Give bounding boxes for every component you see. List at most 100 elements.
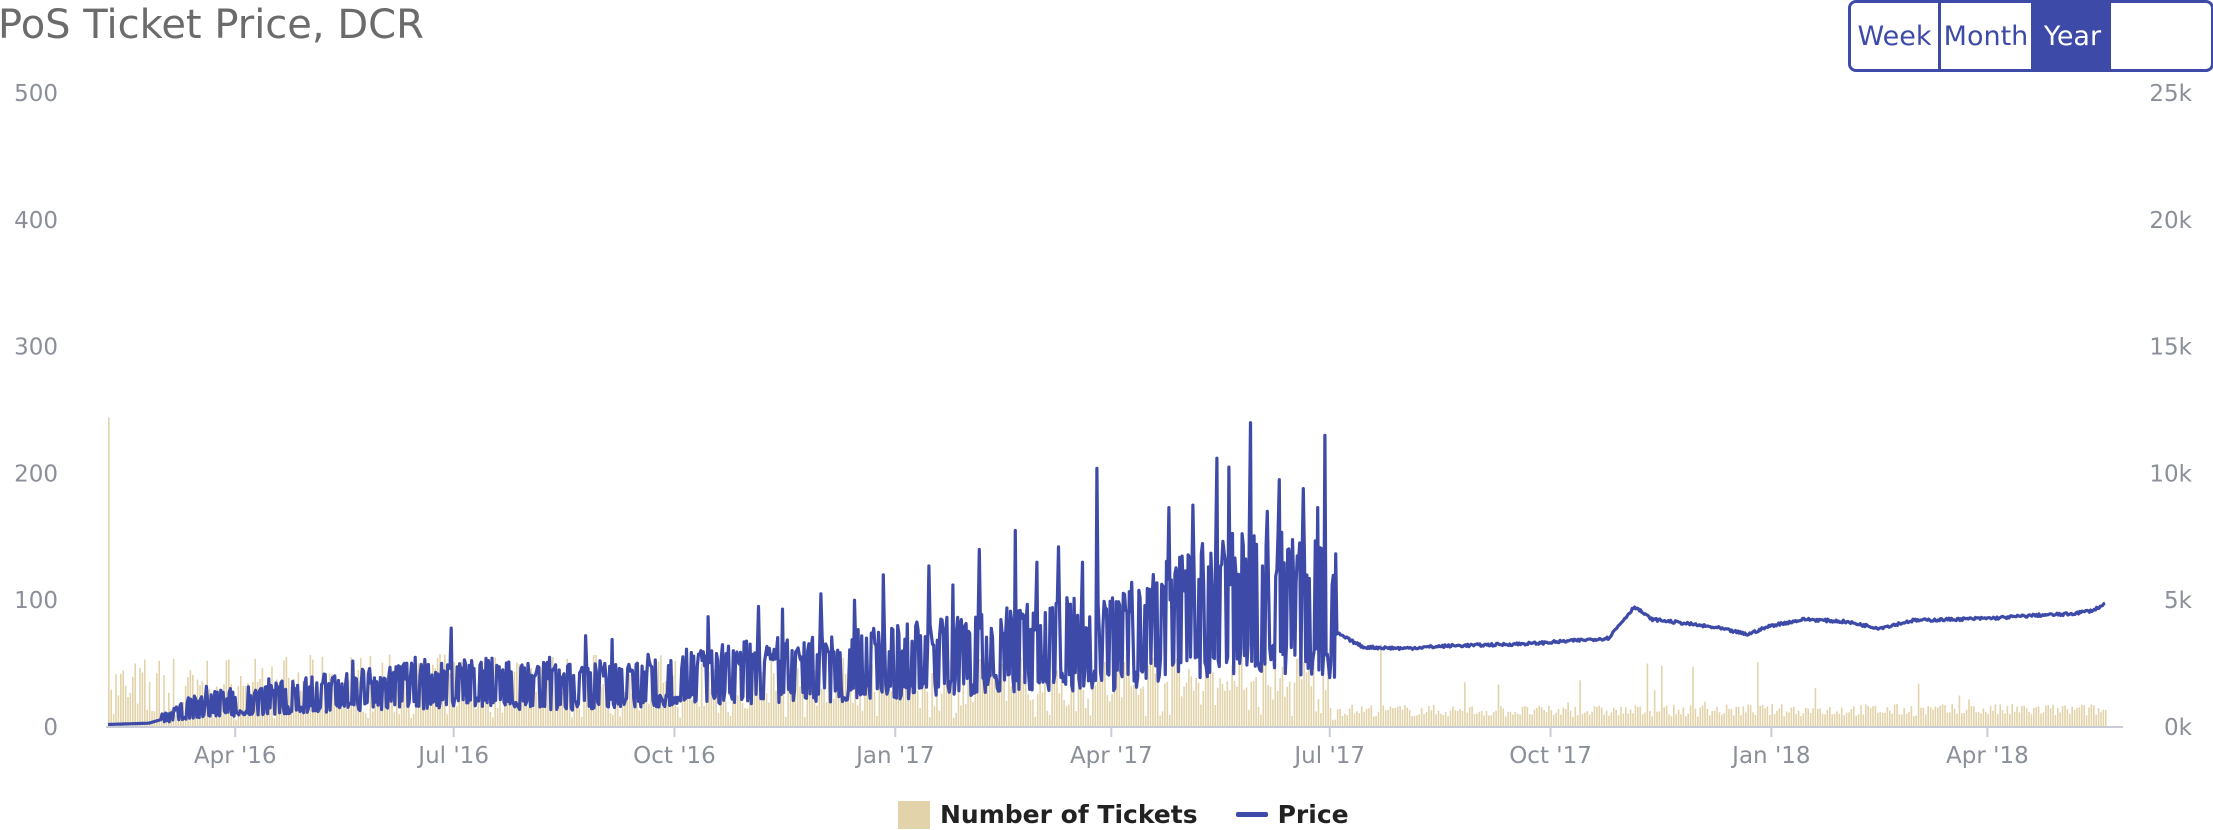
ticket-bar bbox=[1706, 708, 1709, 727]
ticket-bar bbox=[907, 699, 909, 727]
ticket-bar bbox=[1152, 657, 1154, 727]
ticket-bar bbox=[1881, 712, 1884, 727]
ticket-bar bbox=[1608, 715, 1610, 727]
ticket-bar bbox=[696, 699, 698, 727]
ticket-bar bbox=[1572, 716, 1574, 727]
ticket-bar bbox=[374, 683, 376, 727]
ticket-bar bbox=[736, 695, 739, 727]
ticket-bar bbox=[1459, 708, 1461, 727]
ticket-bar bbox=[631, 693, 633, 727]
ticket-bar bbox=[372, 711, 374, 727]
ticket-bar bbox=[837, 689, 840, 727]
ticket-bar bbox=[1075, 711, 1077, 727]
ticket-bar bbox=[1603, 714, 1605, 727]
ticket-bar bbox=[1697, 716, 1699, 727]
ticket-bar bbox=[1913, 716, 1915, 727]
ticket-bar bbox=[1531, 714, 1533, 727]
ticket-bar bbox=[1761, 704, 1764, 727]
ticket-bar bbox=[1346, 715, 1349, 727]
ticket-bar bbox=[825, 702, 828, 727]
ticket-bar bbox=[1298, 657, 1301, 727]
ticket-bar bbox=[1286, 686, 1289, 727]
ticket-bar bbox=[1404, 705, 1406, 727]
ticket-bar bbox=[1689, 705, 1692, 727]
ticket-bar bbox=[1231, 665, 1233, 727]
ticket-bar bbox=[501, 712, 504, 727]
ticket-bar bbox=[578, 707, 580, 727]
legend-item-tickets[interactable]: Number of Tickets bbox=[898, 800, 1198, 829]
ticket-bar bbox=[732, 699, 734, 727]
ticket-bar bbox=[1896, 704, 1898, 727]
ticket-bar bbox=[792, 693, 794, 727]
ticket-bar bbox=[1041, 692, 1044, 727]
ticket-bar bbox=[1627, 713, 1629, 727]
ticket-bar bbox=[1932, 709, 1934, 727]
ticket-bar bbox=[1296, 658, 1298, 727]
ticket-bar bbox=[408, 702, 410, 727]
range-selector: Week Month Year bbox=[1848, 0, 2213, 72]
ticket-bar bbox=[856, 705, 859, 727]
ticket-bar bbox=[1111, 693, 1113, 727]
year-button[interactable]: Year bbox=[2031, 3, 2111, 69]
ticket-bar bbox=[446, 714, 448, 727]
right-tick-label: 15k bbox=[2149, 335, 2192, 361]
ticket-bar bbox=[144, 659, 146, 727]
ticket-bar bbox=[1824, 714, 1826, 727]
week-button[interactable]: Week bbox=[1851, 3, 1938, 69]
ticket-bar bbox=[1099, 664, 1101, 727]
ticket-bar bbox=[1144, 715, 1147, 727]
ticket-bar bbox=[1142, 686, 1145, 727]
ticket-bar bbox=[1207, 667, 1209, 727]
ticket-bar bbox=[1685, 716, 1687, 727]
ticket-bar bbox=[943, 665, 945, 727]
ticket-bar bbox=[1437, 710, 1440, 727]
ticket-bar bbox=[1910, 706, 1913, 727]
ticket-bar bbox=[1769, 714, 1771, 727]
ticket-bar bbox=[979, 659, 981, 727]
ticket-bar bbox=[741, 703, 744, 727]
ticket-bar bbox=[1392, 708, 1394, 727]
legend-item-price[interactable]: Price bbox=[1235, 800, 1349, 829]
price-series bbox=[107, 421, 2106, 727]
ticket-bar bbox=[775, 690, 777, 727]
ticket-bar bbox=[1677, 709, 1680, 727]
ticket-bar bbox=[998, 692, 1001, 727]
ticket-bar bbox=[854, 673, 857, 727]
ticket-bar bbox=[1478, 711, 1481, 727]
ticket-bar bbox=[1661, 665, 1663, 727]
ticket-bar bbox=[1149, 652, 1152, 727]
ticket-bar bbox=[763, 683, 765, 727]
ticket-bar bbox=[336, 693, 338, 727]
ticket-bar bbox=[1327, 661, 1329, 727]
ticket-bar bbox=[962, 681, 965, 727]
ticket-bar bbox=[1185, 682, 1188, 727]
ticket-bar bbox=[1658, 711, 1661, 727]
month-button[interactable]: Month bbox=[1938, 3, 2031, 69]
ticket-bar bbox=[1670, 716, 1673, 727]
ticket-bar bbox=[1934, 706, 1937, 727]
ticket-bar bbox=[1464, 682, 1466, 727]
ticket-bar bbox=[648, 704, 650, 727]
ticket-bar bbox=[1274, 664, 1277, 727]
ticket-bar bbox=[928, 717, 931, 727]
ticket-bar bbox=[1663, 707, 1665, 727]
ticket-bar bbox=[156, 673, 158, 727]
ticket-bar bbox=[1228, 690, 1231, 727]
ticket-bar bbox=[264, 710, 266, 727]
ticket-bar bbox=[1845, 712, 1848, 727]
ticket-bar bbox=[1452, 706, 1454, 727]
ticket-bar bbox=[1610, 712, 1613, 727]
ticket-bar bbox=[703, 705, 705, 727]
ticket-bar bbox=[244, 685, 247, 727]
ticket-bar bbox=[492, 717, 494, 727]
ticket-bar bbox=[1737, 706, 1740, 727]
ticket-bar bbox=[458, 689, 460, 727]
ticket-bar bbox=[1500, 706, 1502, 727]
ticket-bar bbox=[1939, 705, 1941, 727]
ticket-bar bbox=[936, 682, 938, 727]
ticket-bar bbox=[576, 703, 578, 727]
ticket-bar bbox=[1694, 708, 1697, 727]
ticket-bar bbox=[465, 696, 468, 727]
ticket-bar bbox=[1260, 714, 1262, 727]
ticket-bar bbox=[1817, 709, 1819, 727]
